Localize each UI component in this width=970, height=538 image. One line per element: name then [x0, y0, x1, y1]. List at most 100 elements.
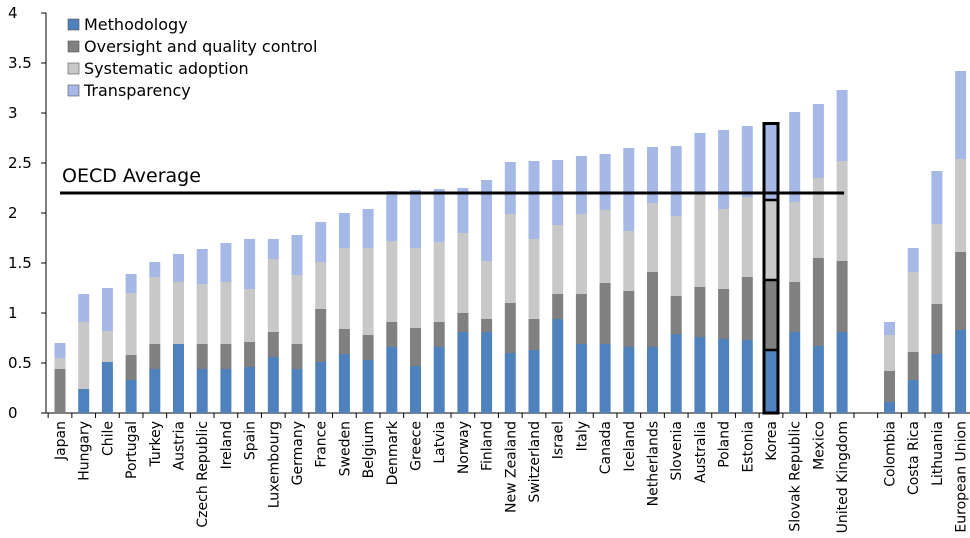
bar-segment-oversight-and-quality-control-estonia: [741, 277, 753, 340]
bar-segment-methodology-austria: [173, 344, 184, 413]
x-tick-label-european-union: European Union: [954, 421, 970, 533]
bar-segment-oversight-and-quality-control-european-union: [955, 252, 967, 330]
bar-segment-transparency-japan: [54, 343, 66, 358]
bar-segment-methodology-australia: [694, 337, 706, 413]
bar-segment-methodology-new-zealand: [504, 353, 516, 413]
bar-segment-transparency-korea: [765, 125, 777, 200]
bar-segment-methodology-hungary: [78, 389, 90, 413]
bar-segment-transparency-netherlands: [647, 147, 658, 203]
bar-segment-methodology-switzerland: [528, 350, 540, 413]
bar-segment-systematic-adoption-poland: [718, 209, 730, 289]
bar-segment-systematic-adoption-japan: [54, 358, 66, 369]
bar-segment-oversight-and-quality-control-sweden: [338, 329, 350, 354]
x-tick-label-estonia: Estonia: [740, 421, 756, 473]
bar-segment-transparency-slovak-republic: [789, 112, 801, 202]
bar-segment-transparency-luxembourg: [267, 239, 279, 259]
bar-segment-systematic-adoption-colombia: [884, 335, 895, 371]
bar-segment-methodology-lithuania: [931, 354, 943, 413]
bar-segment-transparency-denmark: [386, 191, 398, 241]
x-tick-label-turkey: Turkey: [148, 421, 164, 468]
bar-segment-transparency-mexico: [812, 104, 824, 178]
bar-segment-systematic-adoption-australia: [694, 192, 706, 287]
bar-segment-oversight-and-quality-control-colombia: [884, 371, 895, 402]
bar-segment-systematic-adoption-united-kingdom: [836, 161, 848, 261]
x-tick-label-switzerland: Switzerland: [527, 421, 543, 503]
legend-label-oversight-and-quality-control: Oversight and quality control: [84, 37, 317, 56]
y-tick-label: 3: [8, 104, 18, 122]
x-tick-label-slovenia: Slovenia: [669, 421, 685, 481]
bar-segment-systematic-adoption-latvia: [433, 242, 445, 322]
x-tick-label-austria: Austria: [172, 421, 188, 470]
bar-segment-transparency-hungary: [78, 294, 90, 322]
bar-segment-oversight-and-quality-control-ireland: [220, 344, 232, 369]
x-tick-label-colombia: Colombia: [883, 421, 899, 487]
bar-segment-systematic-adoption-finland: [481, 261, 493, 319]
legend-label-systematic-adoption: Systematic adoption: [84, 59, 249, 78]
bar-segment-oversight-and-quality-control-canada: [599, 283, 611, 344]
bar-segment-methodology-korea: [765, 350, 777, 413]
bar-segment-systematic-adoption-israel: [552, 225, 564, 294]
legend-label-transparency: Transparency: [83, 81, 191, 100]
x-tick-label-spain: Spain: [243, 421, 259, 460]
bar-segment-systematic-adoption-portugal: [125, 293, 137, 355]
bar-segment-oversight-and-quality-control-switzerland: [528, 319, 540, 350]
bar-segment-oversight-and-quality-control-mexico: [812, 258, 824, 346]
bar-segment-oversight-and-quality-control-denmark: [386, 322, 398, 347]
x-tick-label-korea: Korea: [764, 421, 780, 461]
bar-segment-transparency-estonia: [741, 126, 753, 197]
y-tick-label: 1.5: [8, 254, 32, 272]
bar-segment-transparency-belgium: [362, 209, 374, 248]
bar-segment-methodology-greece: [410, 366, 421, 413]
bar-segment-systematic-adoption-estonia: [741, 197, 753, 277]
bar-segment-transparency-european-union: [955, 71, 967, 159]
bar-segment-systematic-adoption-czech-republic: [196, 284, 208, 344]
bar-segment-oversight-and-quality-control-iceland: [623, 291, 635, 347]
bar-segment-systematic-adoption-sweden: [338, 248, 350, 329]
bar-segment-methodology-norway: [457, 332, 469, 413]
bar-segment-methodology-latvia: [433, 347, 445, 413]
x-tick-label-japan: Japan: [53, 421, 69, 461]
bar-segment-oversight-and-quality-control-netherlands: [647, 272, 658, 347]
bar-segment-methodology-mexico: [812, 346, 824, 413]
bar-segment-transparency-italy: [575, 156, 587, 214]
bar-segment-transparency-australia: [694, 133, 706, 192]
x-tick-label-israel: Israel: [551, 421, 567, 459]
bar-segment-systematic-adoption-denmark: [386, 241, 398, 322]
reference-line-group: OECD Average: [60, 165, 845, 195]
bar-segment-oversight-and-quality-control-costa-rica: [907, 352, 919, 380]
y-tick-label: 2.5: [8, 154, 32, 172]
bar-segment-methodology-spain: [244, 367, 256, 413]
bar-segment-methodology-finland: [481, 332, 493, 413]
y-tick-label: 3.5: [8, 54, 32, 72]
legend-label-methodology: Methodology: [84, 15, 188, 34]
bar-segment-systematic-adoption-mexico: [812, 178, 824, 258]
bar-segment-methodology-italy: [575, 344, 587, 413]
bar-segment-systematic-adoption-norway: [457, 233, 469, 313]
bar-segment-methodology-luxembourg: [267, 357, 279, 413]
bar-segment-oversight-and-quality-control-korea: [765, 280, 777, 350]
bar-segment-oversight-and-quality-control-germany: [291, 344, 303, 369]
bar-segment-methodology-canada: [599, 344, 611, 413]
y-tick-label: 0.5: [8, 354, 32, 372]
bar-segment-systematic-adoption-hungary: [78, 322, 90, 389]
bar-segment-transparency-germany: [291, 235, 303, 275]
bar-segment-systematic-adoption-ireland: [220, 282, 232, 344]
bars-group: [54, 71, 967, 415]
bar-segment-transparency-chile: [101, 288, 113, 331]
legend-swatch-transparency: [67, 84, 80, 97]
bar-segment-oversight-and-quality-control-norway: [457, 313, 469, 332]
bar-segment-methodology-netherlands: [647, 347, 658, 413]
x-tick-label-sweden: Sweden: [337, 421, 353, 476]
legend-swatch-oversight-and-quality-control: [67, 40, 80, 53]
x-tick-label-france: France: [314, 421, 330, 468]
bar-segment-methodology-ireland: [220, 369, 232, 413]
bar-segment-oversight-and-quality-control-spain: [244, 342, 256, 367]
bar-segment-systematic-adoption-netherlands: [647, 203, 658, 272]
x-tick-label-finland: Finland: [480, 421, 496, 471]
bar-segment-methodology-turkey: [149, 369, 161, 413]
x-tick-label-ireland: Ireland: [219, 421, 235, 469]
bar-segment-oversight-and-quality-control-slovenia: [670, 296, 682, 334]
x-tick-label-czech-republic: Czech Republic: [195, 421, 211, 528]
